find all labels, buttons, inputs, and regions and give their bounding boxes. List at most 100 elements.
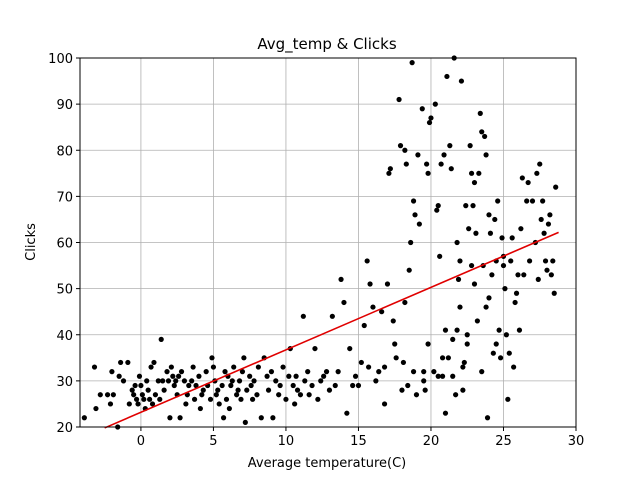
data-point xyxy=(151,359,157,366)
data-point xyxy=(473,230,479,236)
data-point xyxy=(402,147,408,153)
data-point xyxy=(361,322,367,329)
data-point xyxy=(464,332,470,338)
data-point xyxy=(482,133,488,140)
data-point xyxy=(406,267,412,273)
data-point xyxy=(209,355,215,361)
data-point xyxy=(496,327,502,333)
data-point xyxy=(524,198,530,204)
data-point xyxy=(410,198,417,204)
data-point xyxy=(403,161,409,167)
data-point xyxy=(457,258,463,264)
data-point xyxy=(93,405,99,412)
data-point xyxy=(280,364,286,370)
x-axis-label: Average temperature(C) xyxy=(248,456,406,471)
data-point xyxy=(236,378,243,384)
data-point xyxy=(468,170,475,176)
data-point xyxy=(125,359,131,366)
data-point xyxy=(490,350,496,356)
data-point xyxy=(381,364,388,370)
data-point xyxy=(468,262,475,269)
data-point xyxy=(370,304,376,310)
data-point xyxy=(81,415,87,421)
data-point xyxy=(242,419,248,425)
data-point xyxy=(138,382,144,389)
data-point xyxy=(387,166,393,172)
data-point xyxy=(226,405,232,412)
data-point xyxy=(235,387,241,393)
data-point xyxy=(477,110,483,116)
data-point xyxy=(309,382,315,389)
data-point xyxy=(329,313,335,319)
data-point xyxy=(164,369,170,375)
data-point xyxy=(492,216,498,223)
data-point xyxy=(254,392,260,398)
data-point xyxy=(487,230,494,236)
data-point xyxy=(323,369,330,375)
data-point xyxy=(513,290,520,296)
data-point xyxy=(455,276,462,282)
data-point xyxy=(447,143,453,149)
data-point xyxy=(190,364,196,370)
data-point xyxy=(234,392,240,398)
data-point xyxy=(157,396,163,402)
data-point xyxy=(483,152,489,158)
data-point xyxy=(476,170,482,176)
data-point xyxy=(438,161,444,167)
data-point xyxy=(220,415,227,421)
data-point xyxy=(396,96,402,103)
data-point xyxy=(277,382,283,389)
data-point xyxy=(239,369,246,375)
data-point xyxy=(332,382,338,389)
chart-title: Avg_temp & Clicks xyxy=(257,35,396,54)
data-point xyxy=(509,235,515,241)
data-point xyxy=(203,369,209,375)
data-point xyxy=(318,378,324,384)
data-point xyxy=(144,378,150,384)
data-point xyxy=(193,382,199,389)
data-point xyxy=(249,396,256,402)
data-point xyxy=(231,364,237,370)
data-point xyxy=(444,73,450,80)
data-point xyxy=(461,359,467,366)
data-point xyxy=(344,410,350,416)
data-point xyxy=(210,364,217,370)
data-point xyxy=(168,364,174,370)
data-point xyxy=(286,373,292,379)
data-point xyxy=(358,359,364,366)
data-point xyxy=(421,378,427,384)
data-point xyxy=(147,396,153,402)
data-point xyxy=(264,373,270,379)
data-point xyxy=(551,290,557,296)
x-tick-label: 20 xyxy=(423,434,440,449)
data-point xyxy=(126,401,132,407)
data-point xyxy=(425,341,431,347)
y-tick-label: 60 xyxy=(56,237,73,252)
data-point xyxy=(131,392,137,398)
data-point xyxy=(191,396,198,402)
data-point xyxy=(516,327,523,333)
data-point xyxy=(441,152,447,158)
data-point xyxy=(141,396,147,402)
data-point xyxy=(486,212,492,218)
data-point xyxy=(432,101,438,107)
fit-line-group xyxy=(104,231,559,429)
data-point xyxy=(470,203,476,209)
data-point xyxy=(416,221,422,227)
data-point xyxy=(553,184,559,190)
plot-frame xyxy=(79,57,577,428)
data-point xyxy=(512,299,518,306)
data-point xyxy=(241,355,247,361)
data-point xyxy=(173,378,179,384)
data-point xyxy=(135,401,141,407)
data-point xyxy=(176,373,182,379)
data-point xyxy=(268,369,275,375)
data-point xyxy=(258,415,264,421)
data-point xyxy=(366,364,372,370)
data-point xyxy=(110,392,116,398)
x-tick-label: 30 xyxy=(568,434,585,449)
data-point xyxy=(302,378,308,384)
data-point xyxy=(104,392,111,398)
data-point xyxy=(139,392,145,398)
